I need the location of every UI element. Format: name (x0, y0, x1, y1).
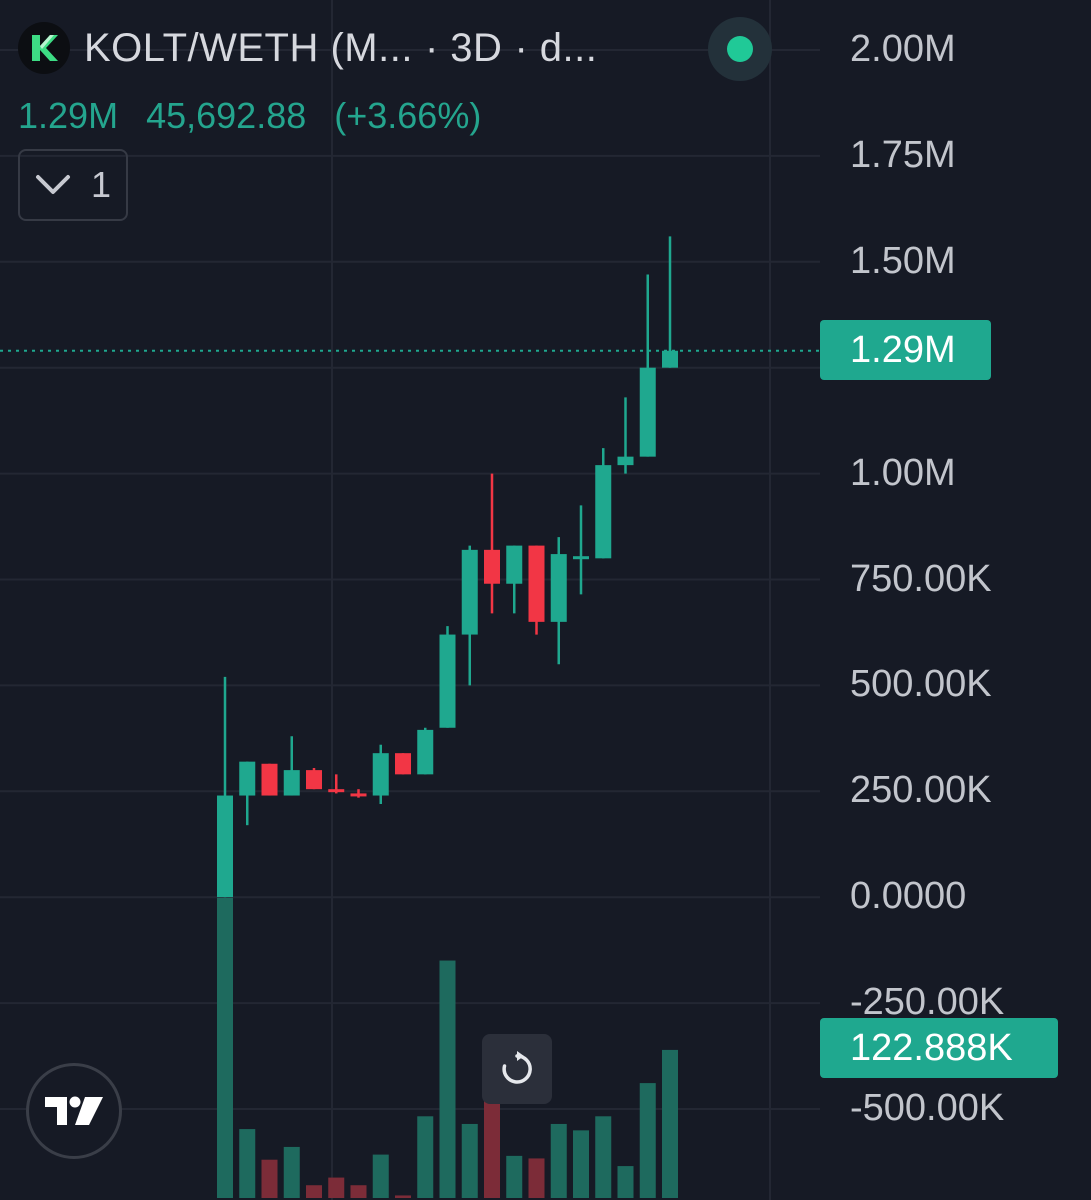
last-price: 1.29M (18, 95, 119, 136)
separator: · (514, 25, 528, 70)
live-status-indicator[interactable] (708, 17, 772, 81)
volume-bar (506, 1155, 523, 1198)
volume-bar (261, 1159, 278, 1198)
volume-bar (662, 1049, 678, 1198)
y-axis-tick-label: -500.00K (850, 1087, 1005, 1129)
candle-body (306, 770, 322, 790)
candle-body (350, 793, 367, 797)
volume-bar (306, 1185, 322, 1198)
interval-label[interactable]: 3D (450, 25, 503, 70)
indicators-toggle-button[interactable]: 1 (18, 149, 128, 221)
candle-body (506, 545, 523, 584)
y-axis-tick-label: 0.0000 (850, 875, 967, 918)
y-axis-tick-label: 2.00M (850, 28, 956, 70)
candle-body (395, 753, 411, 775)
candle-body (639, 367, 656, 457)
reset-chart-button[interactable] (482, 1034, 552, 1104)
candle-body (662, 350, 678, 368)
y-axis-tick-label: 1.50M (850, 239, 956, 282)
candle-body (484, 549, 500, 584)
candle-body (617, 456, 634, 466)
chart-grid (0, 0, 820, 1200)
candle-body (417, 729, 434, 775)
volume-bar (350, 1185, 367, 1198)
chevron-down-icon (35, 175, 70, 194)
y-axis-tick-label: 500.00K (850, 663, 992, 706)
y-axis-tick-label: 1.75M (850, 133, 956, 176)
live-status-dot-icon (727, 36, 753, 62)
ohlc-readout: 1.29M 45,692.88 (+3.66%) (18, 95, 499, 137)
volume-bar (528, 1158, 545, 1198)
y-axis-tick-label: -250.00K (850, 981, 1005, 1024)
volume-bar (395, 1195, 411, 1198)
kolt-logo-icon (18, 22, 70, 74)
volume-bar (372, 1154, 389, 1198)
candle-body (573, 556, 589, 560)
candle-body (372, 753, 389, 796)
y-axis-tick-label: 250.00K (850, 769, 992, 812)
volume-bar (461, 1123, 478, 1198)
volume-bar (617, 1166, 634, 1198)
reset-chart-icon (502, 1051, 532, 1084)
current-volume-label: 122.888K (820, 1018, 1058, 1078)
tradingview-logo-icon[interactable] (26, 1063, 122, 1159)
volume-bar (417, 1116, 434, 1198)
volume-bar (217, 898, 233, 1198)
candle-body (550, 554, 567, 622)
candle-body (261, 763, 278, 796)
candle-body (439, 634, 456, 728)
candle-body (528, 545, 545, 622)
candle-body (461, 549, 478, 635)
candlesticks (217, 236, 678, 898)
current-price-label: 1.29M (820, 320, 991, 380)
candle-body (328, 789, 345, 793)
volume-bar (550, 1123, 567, 1198)
price-change: 45,692.88 (146, 95, 307, 136)
volume-bar (595, 1116, 612, 1198)
y-axis-tick-label: 750.00K (850, 557, 992, 600)
symbol-name[interactable]: KOLT/WETH (M... (84, 25, 413, 70)
y-axis-tick-label: 1.00M (850, 451, 956, 494)
price-change-percent: (+3.66%) (334, 95, 482, 136)
volume-bar (484, 1098, 500, 1198)
candle-body (217, 795, 233, 898)
volume-bars (217, 898, 678, 1198)
candle-body (239, 761, 256, 796)
indicator-count: 1 (90, 164, 112, 205)
volume-bar (439, 960, 456, 1198)
source-label: d... (539, 25, 598, 70)
candle-body (283, 770, 300, 796)
volume-bar (239, 1129, 256, 1198)
volume-bar (283, 1146, 300, 1198)
volume-bar (639, 1083, 656, 1198)
chart-header: KOLT/WETH (M... · 3D · d... (18, 22, 597, 74)
candle-body (595, 465, 612, 559)
volume-bar (573, 1130, 589, 1198)
separator: · (424, 25, 439, 70)
volume-bar (328, 1177, 345, 1198)
